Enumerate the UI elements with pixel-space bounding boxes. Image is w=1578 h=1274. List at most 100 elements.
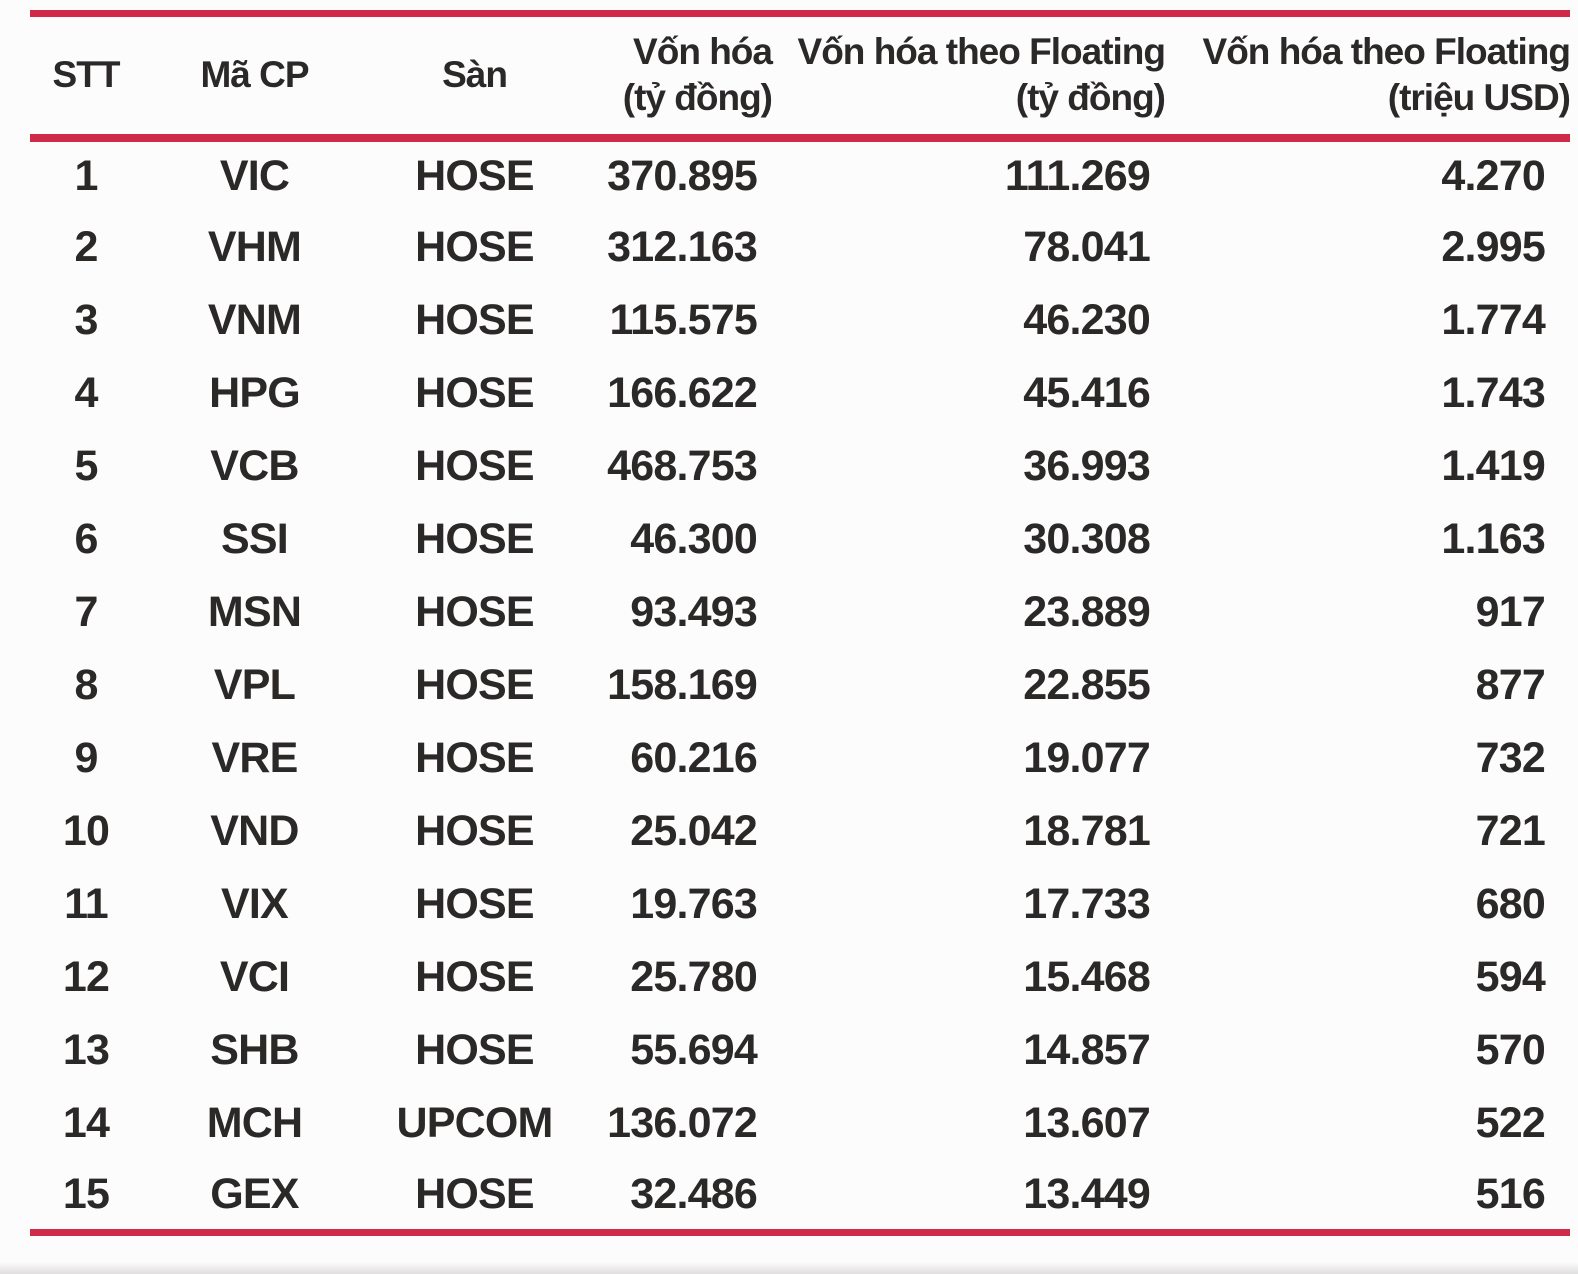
cell-von-hoa-floating-usd: 680: [1475, 879, 1546, 928]
cell-von-hoa: 25.042: [630, 806, 758, 855]
cell-von-hoa-floating-usd: 721: [1475, 806, 1546, 855]
cell-san: UPCOM: [396, 1098, 553, 1147]
cell-ma-cp: VNM: [207, 295, 302, 344]
cell-von-hoa-floating-usd: 1.743: [1441, 368, 1545, 417]
table-row: 13 SHB HOSE 55.694 14.857 570: [30, 1014, 1570, 1087]
column-header-von-hoa-floating-vnd-label: Vốn hóa theo Floating: [797, 31, 1166, 73]
table-row: 6 SSI HOSE 46.300 30.308 1.163: [30, 503, 1570, 576]
cell-stt: 3: [74, 295, 98, 344]
cell-von-hoa: 32.486: [630, 1169, 758, 1218]
cell-von-hoa: 468.753: [607, 441, 758, 490]
table-row: 1 VIC HOSE 370.895 111.269 4.270: [30, 138, 1570, 211]
cell-von-hoa-floating-usd: 1.163: [1441, 514, 1545, 563]
cell-san: HOSE: [415, 295, 534, 344]
cell-ma-cp: MCH: [206, 1098, 303, 1147]
cell-ma-cp: VIX: [221, 879, 289, 928]
table-row: 5 VCB HOSE 468.753 36.993 1.419: [30, 430, 1570, 503]
cell-von-hoa: 93.493: [630, 587, 758, 636]
cell-san: HOSE: [415, 733, 534, 782]
column-header-ma-cp: Mã CP: [142, 14, 367, 138]
table-row: 11 VIX HOSE 19.763 17.733 680: [30, 868, 1570, 941]
cell-ma-cp: SHB: [210, 1025, 299, 1074]
cell-von-hoa: 55.694: [630, 1025, 758, 1074]
cell-stt: 12: [62, 952, 110, 1001]
cell-von-hoa-floating-vnd: 18.781: [1023, 806, 1151, 855]
cell-san: HOSE: [415, 514, 534, 563]
cell-stt: 11: [64, 879, 109, 928]
table-row: 10 VND HOSE 25.042 18.781 721: [30, 795, 1570, 868]
cell-von-hoa-floating-usd: 516: [1475, 1169, 1546, 1218]
cell-stt: 10: [62, 806, 110, 855]
page-bottom-shadow: [0, 1262, 1578, 1274]
cell-stt: 6: [74, 514, 98, 563]
header-row: STT Mã CP Sàn Vốn hóa (tỷ đồng) Vốn hóa theo …: [30, 14, 1571, 138]
cell-von-hoa: 136.072: [607, 1098, 758, 1147]
cell-san: HOSE: [415, 441, 534, 490]
cell-san: HOSE: [415, 368, 534, 417]
cell-von-hoa-floating-vnd: 23.889: [1023, 587, 1151, 636]
cell-stt: 2: [74, 222, 98, 271]
cell-von-hoa: 46.300: [630, 514, 758, 563]
table-body: 1 VIC HOSE 370.895 111.269 4.270 2 VHM HOSE 312.1…: [30, 138, 1570, 1233]
cell-ma-cp: VCI: [219, 952, 290, 1001]
cell-von-hoa-floating-usd: 877: [1475, 660, 1546, 709]
cell-von-hoa: 25.780: [630, 952, 758, 1001]
cell-von-hoa-floating-vnd: 30.308: [1023, 514, 1151, 563]
cell-stt: 14: [62, 1098, 110, 1147]
cell-von-hoa-floating-usd: 570: [1475, 1025, 1546, 1074]
table-row: 2 VHM HOSE 312.163 78.041 2.995: [30, 211, 1570, 284]
cell-von-hoa: 312.163: [607, 222, 758, 271]
cell-ma-cp: GEX: [210, 1169, 299, 1218]
cell-von-hoa: 19.763: [630, 879, 758, 928]
cell-ma-cp: VCB: [210, 441, 299, 490]
cell-von-hoa-floating-vnd: 45.416: [1023, 368, 1151, 417]
table-row: 4 HPG HOSE 166.622 45.416 1.743: [30, 357, 1570, 430]
cell-von-hoa-floating-usd: 917: [1475, 587, 1546, 636]
table-row: 7 MSN HOSE 93.493 23.889 917: [30, 576, 1570, 649]
cell-san: HOSE: [415, 151, 534, 200]
cell-san: HOSE: [415, 952, 534, 1001]
column-header-von-hoa-floating-vnd: Vốn hóa theo Floating (tỷ đồng): [772, 14, 1166, 138]
cell-ma-cp: MSN: [207, 587, 302, 636]
table-row: 9 VRE HOSE 60.216 19.077 732: [30, 722, 1570, 795]
cell-von-hoa-floating-vnd: 36.993: [1023, 441, 1151, 490]
cell-ma-cp: VPL: [213, 660, 296, 709]
cell-stt: 7: [74, 587, 98, 636]
cell-san: HOSE: [415, 660, 534, 709]
cell-ma-cp: HPG: [209, 368, 301, 417]
cell-von-hoa-floating-vnd: 19.077: [1023, 733, 1151, 782]
cell-von-hoa-floating-usd: 4.270: [1441, 151, 1545, 200]
table-row: 15 GEX HOSE 32.486 13.449 516: [30, 1160, 1570, 1233]
cell-ma-cp: SSI: [221, 514, 289, 563]
column-header-stt-label: STT: [52, 54, 121, 96]
cell-von-hoa: 370.895: [607, 151, 758, 200]
cell-von-hoa-floating-usd: 1.774: [1441, 295, 1545, 344]
cell-san: HOSE: [415, 879, 534, 928]
market-cap-table-grid: STT Mã CP Sàn Vốn hóa (tỷ đồng) Vốn hóa theo …: [30, 10, 1571, 1236]
cell-von-hoa-floating-vnd: 15.468: [1023, 952, 1151, 1001]
cell-stt: 8: [74, 660, 98, 709]
table-row: 3 VNM HOSE 115.575 46.230 1.774: [30, 284, 1570, 357]
cell-von-hoa-floating-vnd: 13.449: [1023, 1169, 1151, 1218]
column-header-ma-cp-label: Mã CP: [200, 54, 309, 96]
cell-von-hoa-floating-usd: 1.419: [1441, 441, 1545, 490]
cell-von-hoa: 166.622: [607, 368, 758, 417]
column-header-von-hoa-floating-usd-unit: (triệu USD): [1387, 77, 1571, 119]
cell-von-hoa-floating-usd: 522: [1475, 1098, 1546, 1147]
cell-ma-cp: VND: [210, 806, 299, 855]
column-header-von-hoa-floating-usd-label: Vốn hóa theo Floating: [1202, 31, 1571, 73]
column-header-von-hoa-unit: (tỷ đồng): [622, 77, 773, 119]
column-header-stt: STT: [30, 14, 142, 138]
cell-von-hoa-floating-vnd: 111.269: [1004, 151, 1151, 200]
cell-von-hoa: 60.216: [630, 733, 758, 782]
column-header-von-hoa-label: Vốn hóa: [633, 31, 773, 73]
cell-stt: 5: [74, 441, 98, 490]
cell-von-hoa-floating-vnd: 78.041: [1023, 222, 1151, 271]
column-header-von-hoa: Vốn hóa (tỷ đồng): [582, 14, 773, 138]
cell-stt: 1: [74, 151, 98, 200]
cell-von-hoa-floating-usd: 732: [1475, 733, 1546, 782]
cell-von-hoa-floating-usd: 2.995: [1441, 222, 1545, 271]
cell-von-hoa: 115.575: [609, 295, 758, 344]
cell-ma-cp: VRE: [211, 733, 298, 782]
cell-von-hoa-floating-vnd: 22.855: [1023, 660, 1151, 709]
